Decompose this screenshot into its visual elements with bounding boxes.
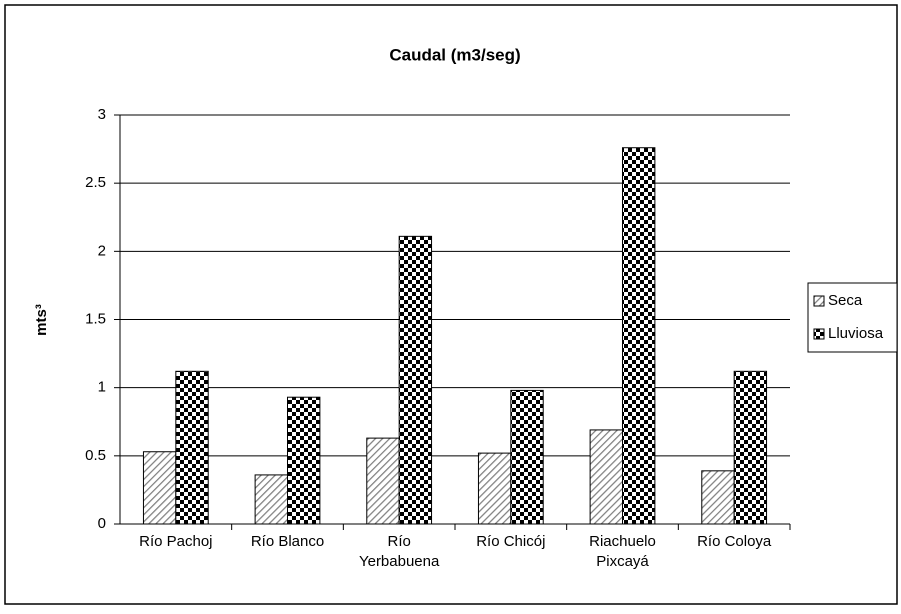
- y-tick-label: 0: [98, 515, 106, 532]
- bar: [254, 474, 289, 525]
- bar: [589, 429, 623, 525]
- legend-label: Seca: [828, 292, 863, 309]
- bar: [142, 451, 177, 525]
- chart-title: Caudal (m3/seg): [389, 45, 520, 64]
- bar: [175, 370, 209, 525]
- bar: [398, 235, 433, 525]
- legend-swatch: [813, 328, 825, 340]
- bar: [622, 147, 656, 525]
- y-tick-label: 1: [98, 379, 106, 396]
- x-tick-label: Río Coloya: [697, 533, 772, 550]
- x-tick-label: Riachuelo Pixcayá: [589, 533, 656, 570]
- legend-swatch: [813, 295, 825, 307]
- x-tick-label: Río Pachoj: [139, 533, 212, 550]
- x-tick-label: Río Chicój: [476, 533, 545, 550]
- x-tick-label: Río Yerbabuena: [359, 533, 440, 570]
- y-tick-label: 2.5: [85, 174, 106, 191]
- x-tick-label: Río Blanco: [251, 533, 324, 550]
- y-tick-label: 1.5: [85, 310, 106, 327]
- legend-box: [807, 282, 898, 353]
- bar: [701, 470, 735, 525]
- bar: [477, 452, 512, 525]
- y-tick-label: 3: [98, 106, 106, 123]
- y-axis-label: mts³: [33, 304, 50, 336]
- y-tick-label: 2: [98, 242, 106, 259]
- bar: [366, 437, 400, 525]
- bar: [510, 389, 544, 525]
- legend-label: Lluviosa: [828, 325, 884, 342]
- bar: [733, 370, 768, 525]
- bar: [287, 396, 321, 525]
- y-tick-label: 0.5: [85, 447, 106, 464]
